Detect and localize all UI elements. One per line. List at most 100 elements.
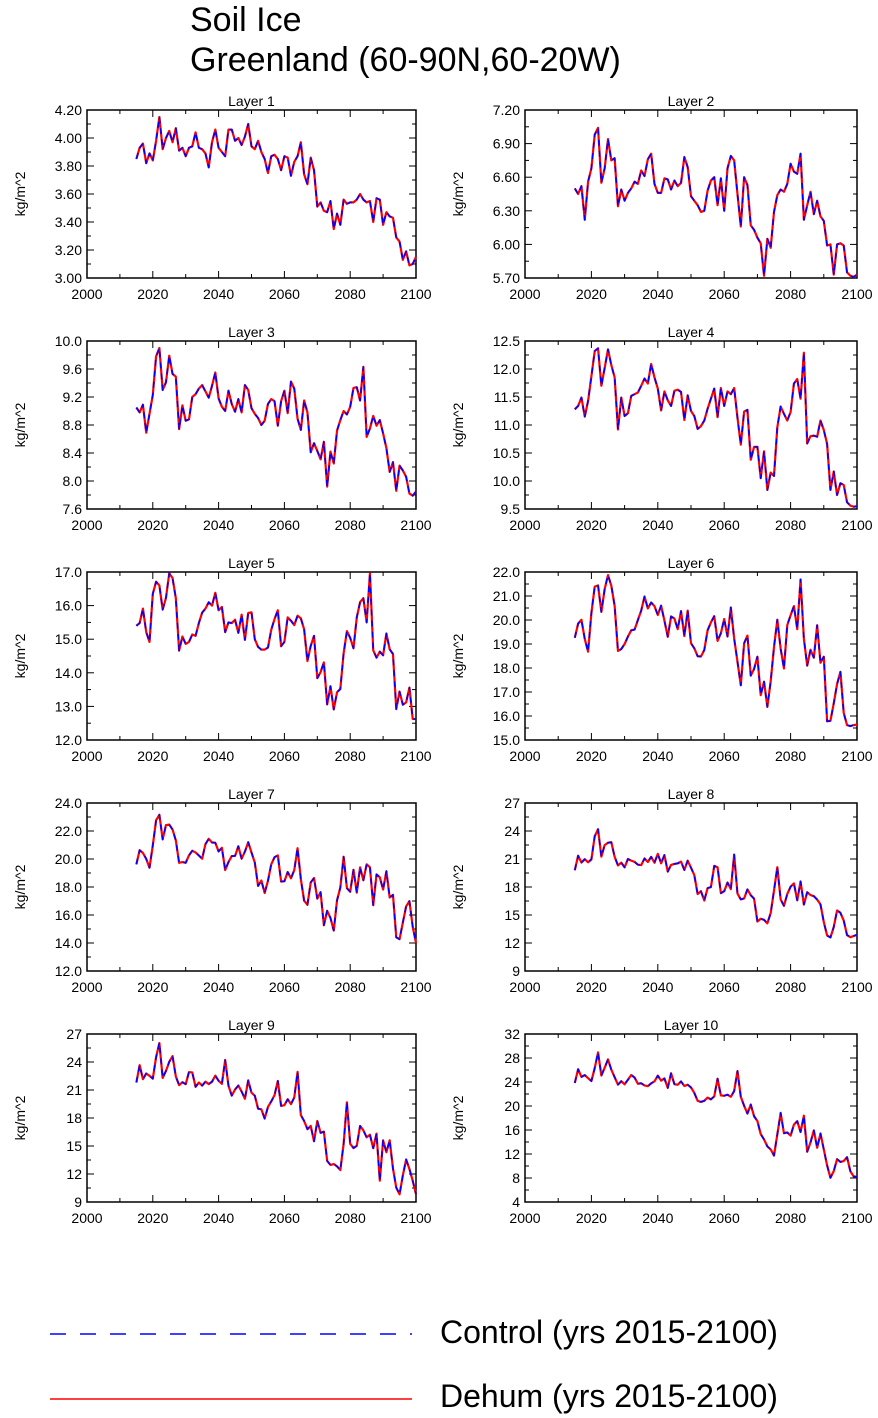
y-tick-label: 21 <box>66 1082 82 1098</box>
x-tick-label: 2000 <box>509 979 540 995</box>
x-tick-label: 2080 <box>775 517 806 533</box>
legend: Control (yrs 2015-2100) Dehum (yrs 2015-… <box>0 1300 878 1418</box>
y-axis-label: kg/m^2 <box>450 1095 466 1140</box>
y-tick-label: 8.0 <box>63 473 83 489</box>
panel-layer-2: Layer 2 2000 2020 2040 2060 2080 2100 5.70 6.00 6… <box>450 93 873 302</box>
y-tick-label: 12 <box>66 1166 82 1182</box>
y-tick-label: 13.0 <box>55 698 82 714</box>
x-tick-label: 2000 <box>509 286 540 302</box>
y-tick-label: 6.90 <box>493 136 520 152</box>
x-tick-label: 2080 <box>335 748 366 764</box>
panel-layer-7: Layer 7 2000 2020 2040 2060 2080 2100 12.0 14.0 1… <box>12 786 432 995</box>
panel-title: Layer 1 <box>228 93 275 109</box>
series-line-dehum <box>573 574 858 728</box>
plot-frame <box>524 571 858 741</box>
y-tick-label: 11.5 <box>494 389 520 405</box>
figure-title-line2: Greenland (60-90N,60-20W) <box>190 41 621 79</box>
x-tick-label: 2040 <box>203 979 234 995</box>
y-tick-label: 8.4 <box>63 445 83 461</box>
x-tick-label: 2020 <box>576 979 607 995</box>
y-tick-label: 24 <box>504 823 520 839</box>
plot-frame <box>86 571 417 741</box>
x-tick-label: 2000 <box>71 748 102 764</box>
x-tick-label: 2040 <box>642 286 673 302</box>
x-tick-label: 2060 <box>709 517 740 533</box>
legend-control-label: Control (yrs 2015-2100) <box>440 1314 778 1350</box>
series-line-control <box>135 347 417 497</box>
x-tick-label: 2020 <box>137 1210 168 1226</box>
y-tick-label: 21 <box>504 851 520 867</box>
y-tick-label: 3.00 <box>55 270 82 286</box>
x-tick-label: 2080 <box>775 1210 806 1226</box>
panel-title: Layer 8 <box>668 786 715 802</box>
y-tick-label: 6.00 <box>493 236 520 252</box>
x-tick-label: 2040 <box>642 1210 673 1226</box>
plot-frame <box>86 802 417 972</box>
x-tick-label: 2040 <box>203 1210 234 1226</box>
y-tick-label: 15 <box>66 1138 82 1154</box>
figure-title-line1: Soil Ice <box>190 1 302 39</box>
y-tick-label: 18 <box>504 879 520 895</box>
series-line-dehum <box>135 346 417 497</box>
plot-frame <box>86 1033 417 1203</box>
y-tick-label: 27 <box>66 1026 82 1042</box>
x-tick-label: 2020 <box>576 748 607 764</box>
y-axis-label: kg/m^2 <box>450 402 466 447</box>
panel-layer-5: Layer 5 2000 2020 2040 2060 2080 2100 12.0 13.0 1… <box>12 555 432 764</box>
series-line-dehum <box>573 828 858 939</box>
panel-layer-10: Layer 10 2000 2020 2040 2060 2080 2100 4 8 12 16 20… <box>450 1017 873 1226</box>
y-tick-label: 9.6 <box>63 361 83 377</box>
y-tick-label: 3.40 <box>55 214 82 230</box>
x-tick-label: 2020 <box>137 979 168 995</box>
y-tick-label: 16.0 <box>493 708 520 724</box>
x-tick-label: 2000 <box>509 1210 540 1226</box>
y-tick-label: 15.0 <box>55 631 82 647</box>
x-tick-label: 2080 <box>775 286 806 302</box>
y-tick-label: 12.0 <box>55 732 82 748</box>
series-line-control <box>574 127 858 278</box>
x-tick-label: 2100 <box>841 979 872 995</box>
y-tick-label: 3.20 <box>55 242 82 258</box>
x-tick-label: 2100 <box>400 1210 431 1226</box>
x-tick-label: 2060 <box>709 748 740 764</box>
y-tick-label: 24.0 <box>55 795 82 811</box>
y-tick-label: 24 <box>504 1074 520 1090</box>
x-tick-label: 2100 <box>841 1210 872 1226</box>
x-tick-label: 2060 <box>269 1210 300 1226</box>
x-tick-label: 2020 <box>137 286 168 302</box>
y-tick-label: 10.5 <box>493 445 520 461</box>
series-line-control <box>574 1051 858 1179</box>
x-tick-label: 2000 <box>509 748 540 764</box>
x-tick-label: 2020 <box>576 286 607 302</box>
y-tick-label: 4.20 <box>55 102 82 118</box>
x-tick-label: 2060 <box>269 748 300 764</box>
plot-frame <box>524 802 858 972</box>
y-tick-label: 12.0 <box>55 963 82 979</box>
panel-layer-6: Layer 6 2000 2020 2040 2060 2080 2100 15.0 16.0 1… <box>450 555 873 764</box>
y-tick-label: 10.0 <box>55 333 82 349</box>
x-tick-label: 2040 <box>642 979 673 995</box>
x-tick-label: 2080 <box>775 979 806 995</box>
x-tick-label: 2080 <box>335 1210 366 1226</box>
x-tick-label: 2080 <box>335 517 366 533</box>
panel-layer-9: Layer 9 2000 2020 2040 2060 2080 2100 9 12 15 18 21… <box>12 1017 432 1226</box>
series-line-control <box>135 813 417 944</box>
y-tick-label: 12 <box>504 1146 520 1162</box>
y-tick-label: 20 <box>504 1098 520 1114</box>
series-line-control <box>574 574 858 727</box>
x-tick-label: 2040 <box>203 517 234 533</box>
y-tick-label: 17.0 <box>493 684 520 700</box>
y-tick-label: 17.0 <box>55 564 82 580</box>
y-tick-label: 3.80 <box>55 158 82 174</box>
panel-title: Layer 2 <box>668 93 715 109</box>
x-tick-label: 2080 <box>775 748 806 764</box>
y-tick-label: 22.0 <box>493 564 520 580</box>
y-tick-label: 9 <box>74 1194 82 1210</box>
x-tick-label: 2080 <box>335 286 366 302</box>
y-axis-label: kg/m^2 <box>450 633 466 678</box>
y-tick-label: 4.00 <box>55 130 82 146</box>
y-tick-label: 9.5 <box>501 501 521 517</box>
series-line-control <box>135 1042 417 1196</box>
x-tick-label: 2100 <box>400 286 431 302</box>
y-axis-label: kg/m^2 <box>12 402 28 447</box>
